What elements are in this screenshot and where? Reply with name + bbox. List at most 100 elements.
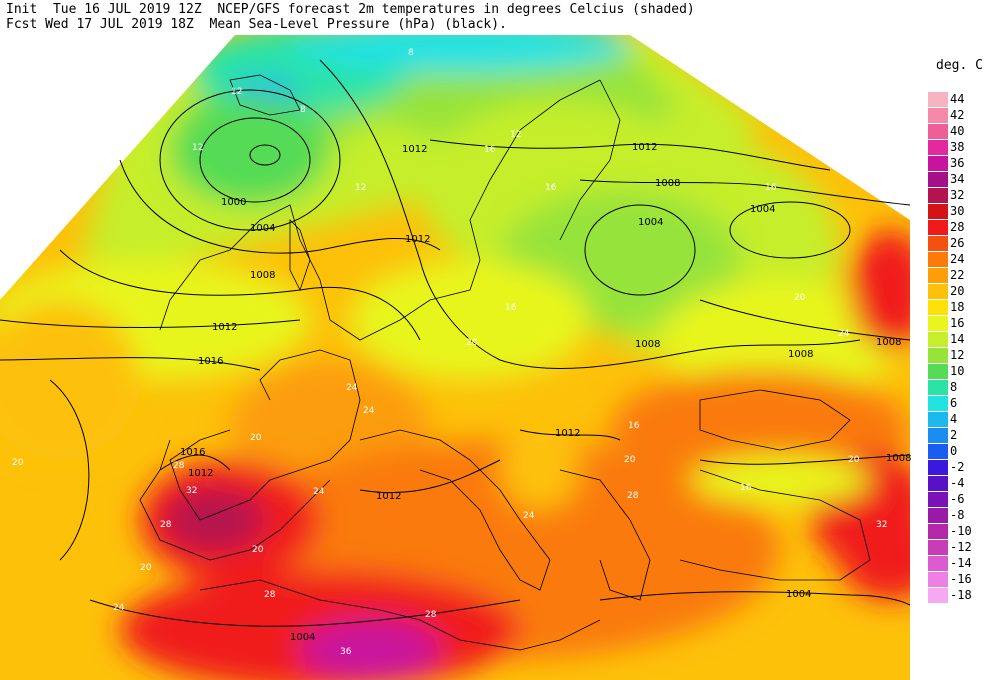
temp-label: 20 [250, 433, 262, 443]
legend-swatch [928, 476, 948, 491]
legend-swatch [928, 540, 948, 555]
legend-bin: 30 [928, 204, 998, 220]
temp-label: 28 [173, 461, 185, 471]
temp-label: 20 [624, 455, 636, 465]
legend-label: 2 [950, 428, 958, 442]
legend-swatch [928, 268, 948, 283]
legend-swatch [928, 300, 948, 315]
legend-bin: -16 [928, 572, 998, 588]
legend-swatch [928, 444, 948, 459]
isobar-label: 1004 [786, 589, 811, 600]
legend-swatch [928, 92, 948, 107]
isobar-label: 1004 [750, 204, 775, 215]
temp-label: 12 [192, 143, 203, 153]
isobar-label: 1008 [635, 339, 660, 350]
legend-bin: 18 [928, 300, 998, 316]
legend-label: -10 [950, 524, 972, 538]
legend-bin: -18 [928, 588, 998, 604]
temp-label: 32 [876, 520, 887, 530]
isobar-label: 1000 [221, 197, 246, 208]
legend-swatch [928, 220, 948, 235]
legend-swatch [928, 588, 948, 603]
temp-label: 32 [186, 486, 197, 496]
temp-label: 16 [765, 183, 777, 193]
legend-bin: 38 [928, 140, 998, 156]
legend-swatch [928, 348, 948, 363]
temp-label: 24 [113, 603, 125, 613]
coastlines [139, 74, 871, 651]
legend-bin: 34 [928, 172, 998, 188]
isobar-labels: 1012 1000 1004 1008 1012 1016 1012 1008 … [180, 142, 911, 643]
legend-label: 12 [950, 348, 965, 362]
legend-label: 6 [950, 396, 958, 410]
legend-swatch [928, 508, 948, 523]
legend-label: 0 [950, 444, 958, 458]
isobar-label: 1012 [212, 322, 237, 333]
legend-bin: 26 [928, 236, 998, 252]
temp-label: 24 [313, 487, 325, 497]
temp-label: 12 [510, 130, 521, 140]
legend-label: 18 [950, 300, 965, 314]
legend-bin: 28 [928, 220, 998, 236]
isobar-label: 1004 [290, 632, 315, 643]
legend-bin: 6 [928, 396, 998, 412]
legend-bin: 20 [928, 284, 998, 300]
temp-label: 24 [523, 511, 535, 521]
legend-swatch [928, 380, 948, 395]
isobar-label: 1012 [188, 468, 213, 479]
legend-label: 14 [950, 332, 965, 346]
legend-bin: 8 [928, 380, 998, 396]
legend-bin: -10 [928, 524, 998, 540]
temp-label: 16 [740, 483, 752, 493]
legend-label: 28 [950, 220, 965, 234]
legend-swatch [928, 140, 948, 155]
legend-swatch [928, 412, 948, 427]
legend-swatch [928, 204, 948, 219]
legend-label: -14 [950, 556, 972, 570]
legend-label: 20 [950, 284, 965, 298]
legend-bin: 10 [928, 364, 998, 380]
temp-label: 8 [300, 105, 306, 115]
temp-label: 20 [140, 563, 152, 573]
legend-bin: 24 [928, 252, 998, 268]
temp-label: 16 [505, 303, 517, 313]
legend-label: 10 [950, 364, 965, 378]
legend-swatch [928, 284, 948, 299]
legend-bin: -2 [928, 460, 998, 476]
legend-bin: 12 [928, 348, 998, 364]
temp-label: 24 [838, 329, 850, 339]
isobar-label: 1016 [180, 447, 205, 458]
temperature-labels: 12 12 8 8 12 16 16 16 12 20 16 20 24 20 … [12, 48, 887, 657]
temp-label: 28 [627, 491, 639, 501]
legend-bin: 40 [928, 124, 998, 140]
legend-bin: 2 [928, 428, 998, 444]
legend-unit: deg. C [936, 58, 983, 73]
legend-bin: 14 [928, 332, 998, 348]
temp-label: 28 [264, 590, 276, 600]
legend-swatch [928, 108, 948, 123]
temp-label: 20 [466, 338, 478, 348]
legend-label: 30 [950, 204, 965, 218]
legend-label: -6 [950, 492, 965, 506]
legend-label: 40 [950, 124, 965, 138]
color-legend: deg. C 44 42 40 38 36 34 32 30 28 26 24 22 20 18 16 14 1… [928, 58, 998, 618]
temp-label: 20 [848, 455, 860, 465]
temp-label: 8 [408, 48, 414, 58]
legend-swatch [928, 460, 948, 475]
legend-label: 34 [950, 172, 965, 186]
temp-label: 20 [12, 458, 24, 468]
legend-bin: 0 [928, 444, 998, 460]
legend-label: 32 [950, 188, 965, 202]
isobar-label: 1016 [198, 356, 223, 367]
isobar-label: 1008 [886, 453, 911, 464]
legend-bin: -14 [928, 556, 998, 572]
legend-bin: 22 [928, 268, 998, 284]
isobar-label: 1012 [376, 491, 401, 502]
legend-swatch [928, 124, 948, 139]
isobars [0, 59, 911, 627]
isobar-label: 1012 [402, 144, 427, 155]
legend-label: 24 [950, 252, 965, 266]
legend-bin: -4 [928, 476, 998, 492]
